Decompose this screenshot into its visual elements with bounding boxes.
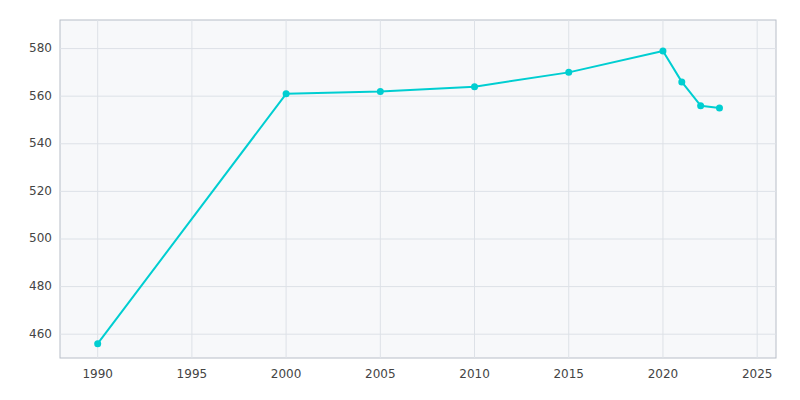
- chart-svg: 460 480 500 520 540 560 580 1990 1995 2000 2005 201…: [0, 0, 800, 400]
- y-grid-line: [60, 334, 776, 335]
- y-tick-label: 520: [29, 184, 52, 198]
- y-grid-line: [60, 143, 776, 144]
- y-tick-label: 580: [29, 41, 52, 55]
- point: [659, 47, 666, 54]
- x-grid-line: [97, 20, 98, 358]
- x-grid-line: [286, 20, 287, 358]
- point: [716, 105, 723, 112]
- x-tick-label: 2005: [365, 367, 396, 381]
- point: [678, 78, 685, 85]
- point: [94, 340, 101, 347]
- x-grid-line: [191, 20, 192, 358]
- y-grid-line: [60, 286, 776, 287]
- y-grid-line: [60, 191, 776, 192]
- point: [471, 83, 478, 90]
- y-grid-line: [60, 238, 776, 239]
- series: [94, 47, 723, 347]
- x-tick-label: 2020: [648, 367, 679, 381]
- point: [283, 90, 290, 97]
- x-tick-label: 2000: [271, 367, 302, 381]
- x-tick-label: 2010: [459, 367, 490, 381]
- point: [565, 69, 572, 76]
- x-grid-line: [380, 20, 381, 358]
- point: [377, 88, 384, 95]
- axes: 460 480 500 520 540 560 580 1990 1995 2000 2005 201…: [29, 41, 772, 381]
- chart-container: 460 480 500 520 540 560 580 1990 1995 2000 2005 201…: [0, 0, 800, 400]
- x-grid-line: [662, 20, 663, 358]
- x-tick-label: 2025: [742, 367, 773, 381]
- y-tick-label: 560: [29, 89, 52, 103]
- x-tick-label: 2015: [553, 367, 584, 381]
- y-grid-line: [60, 48, 776, 49]
- grid: [60, 20, 776, 358]
- y-tick-label: 480: [29, 279, 52, 293]
- x-tick-label: 1995: [177, 367, 208, 381]
- x-grid-line: [757, 20, 758, 358]
- y-tick-label: 540: [29, 136, 52, 150]
- line: [98, 51, 720, 344]
- point: [697, 102, 704, 109]
- y-grid-line: [60, 96, 776, 97]
- y-tick-label: 500: [29, 231, 52, 245]
- y-tick-label: 460: [29, 327, 52, 341]
- x-tick-label: 1990: [82, 367, 113, 381]
- plot-frame: [60, 20, 776, 358]
- x-grid-line: [474, 20, 475, 358]
